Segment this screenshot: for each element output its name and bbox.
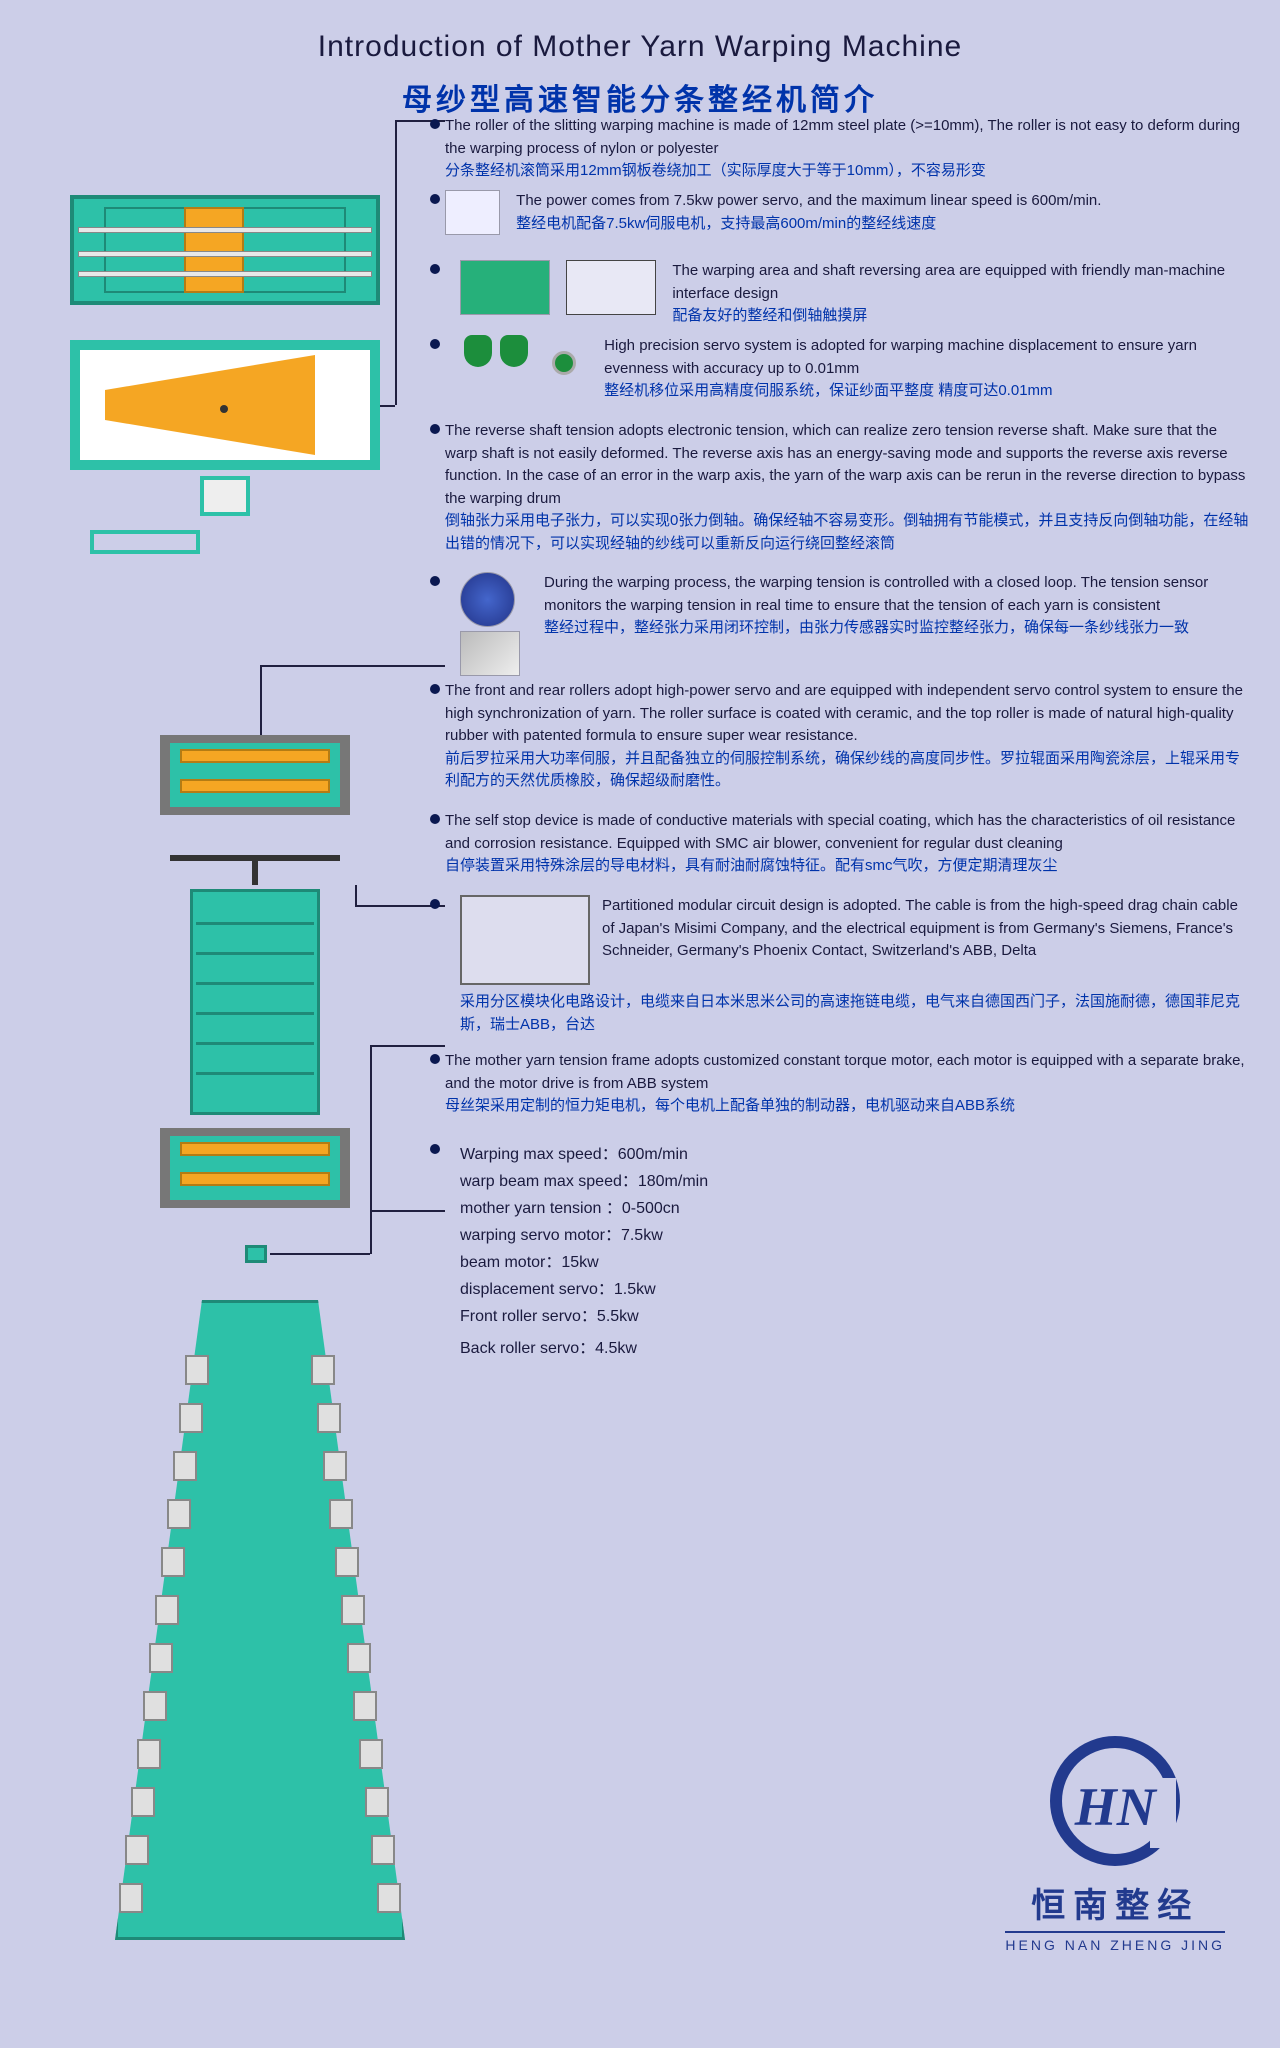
hmi-screen-icon bbox=[566, 260, 656, 315]
roller-front-diagram bbox=[70, 195, 380, 305]
spec-line: warp beam max speed：180m/min bbox=[460, 1170, 1250, 1194]
logo-initials: HN bbox=[1062, 1776, 1168, 1838]
logo-pinyin: HENG NAN ZHENG JING bbox=[1005, 1931, 1225, 1953]
callout-tension-frame: The mother yarn tension frame adopts cus… bbox=[445, 1050, 1250, 1118]
roller-side-diagram bbox=[70, 340, 380, 470]
electrical-cabinet-icon bbox=[460, 895, 590, 985]
spec-line: Back roller servo：4.5kw bbox=[460, 1337, 1250, 1361]
title-chinese: 母纱型高速智能分条整经机简介 bbox=[402, 75, 878, 119]
connector-line bbox=[370, 1210, 372, 1254]
connector-line bbox=[270, 1253, 370, 1255]
callout-roller-plate: The roller of the slitting warping machi… bbox=[445, 115, 1250, 183]
connector-line bbox=[370, 1045, 372, 1210]
connector-line bbox=[395, 120, 397, 405]
node-diagram bbox=[245, 1245, 267, 1263]
specs-block: Warping max speed：600m/min warp beam max… bbox=[460, 1140, 1250, 1364]
logo-chinese: 恒南整经 bbox=[1005, 1878, 1225, 1927]
brand-logo: HN 恒南整经 HENG NAN ZHENG JING bbox=[1005, 1736, 1225, 1953]
spec-line: warping servo motor：7.5kw bbox=[460, 1224, 1250, 1248]
callout-selfstop: The self stop device is made of conducti… bbox=[445, 810, 1250, 878]
callout-reverse-tension: The reverse shaft tension adopts electro… bbox=[445, 420, 1250, 555]
hmi-panel-icon bbox=[460, 260, 550, 315]
connector-line bbox=[260, 665, 262, 735]
title-english: Introduction of Mother Yarn Warping Mach… bbox=[318, 30, 962, 64]
spec-line: Front roller servo：5.5kw bbox=[460, 1305, 1250, 1329]
spec-line: beam motor：15kw bbox=[460, 1251, 1250, 1275]
connector-line bbox=[260, 665, 445, 667]
connector-line bbox=[370, 1210, 445, 1212]
servo-arrows-icon bbox=[460, 335, 580, 375]
servo-motor-icon bbox=[445, 190, 500, 235]
gauge-icon bbox=[460, 572, 515, 627]
roller-pair-bottom-diagram bbox=[160, 1128, 350, 1208]
callout-precision-servo: High precision servo system is adopted f… bbox=[460, 335, 1250, 403]
callout-rollers-servo: The front and rear rollers adopt high-po… bbox=[445, 680, 1250, 793]
creel-diagram bbox=[115, 1300, 405, 1940]
callout-electrical: Partitioned modular circuit design is ad… bbox=[460, 895, 1250, 1036]
callout-hmi: The warping area and shaft reversing are… bbox=[460, 260, 1250, 328]
roller-foot-diagram bbox=[200, 476, 250, 516]
spec-line: displacement servo：1.5kw bbox=[460, 1278, 1250, 1302]
connector-line bbox=[370, 1045, 445, 1047]
roller-pair-top-diagram bbox=[160, 735, 350, 815]
spec-line: mother yarn tension ：0-500cn bbox=[460, 1197, 1250, 1221]
bracket-diagram bbox=[90, 530, 200, 554]
selfstop-stack-diagram bbox=[170, 855, 340, 1115]
spec-line: Warping max speed：600m/min bbox=[460, 1143, 1250, 1167]
connector-line bbox=[355, 885, 357, 905]
logo-ring-icon: HN bbox=[1050, 1736, 1180, 1866]
callout-power-servo: The power comes from 7.5kw power servo, … bbox=[445, 190, 1250, 235]
sensor-photo-icon bbox=[460, 631, 520, 676]
callout-closed-loop: During the warping process, the warping … bbox=[460, 572, 1250, 676]
